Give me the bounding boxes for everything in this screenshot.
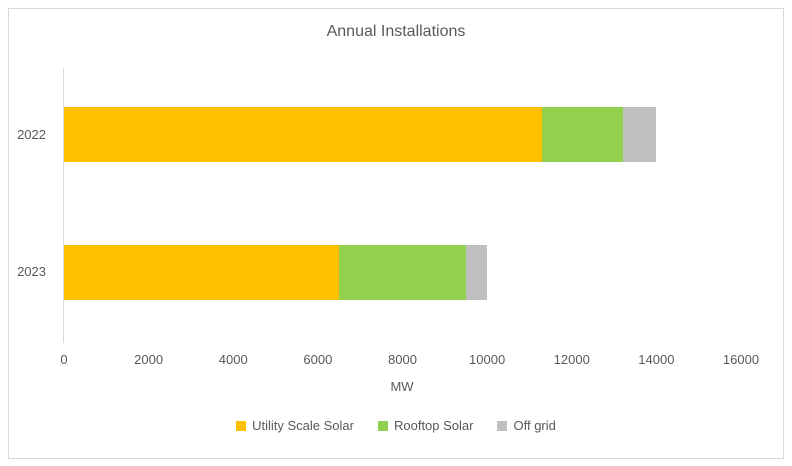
bar-segment-2022-off-grid (622, 107, 657, 163)
bar-segment-2023-off-grid (465, 244, 488, 300)
legend-item-utility-scale-solar: Utility Scale Solar (236, 418, 354, 433)
legend-swatch-icon (236, 420, 247, 431)
category-label-2022: 2022 (17, 126, 46, 142)
legend-label: Rooftop Solar (393, 418, 474, 433)
legend-swatch-icon (377, 420, 388, 431)
legend: Utility Scale Solar Rooftop Solar Off grid (0, 418, 792, 433)
category-axis-line (63, 68, 64, 343)
legend-swatch-icon (497, 420, 508, 431)
legend-item-rooftop-solar: Rooftop Solar (377, 418, 474, 433)
legend-label: Off grid (513, 418, 556, 433)
chart-frame (8, 8, 784, 459)
x-axis-title: MW (390, 379, 414, 394)
bar-segment-2023-rooftop-solar (339, 244, 466, 300)
category-label-2023: 2023 (17, 264, 46, 280)
chart-title: Annual Installations (326, 23, 466, 40)
x-tick-label-2000: 2000 (134, 352, 164, 367)
legend-label: Utility Scale Solar (252, 418, 354, 433)
x-tick-label-8000: 8000 (388, 352, 417, 367)
x-tick-label-14000: 14000 (638, 352, 675, 367)
x-tick-label-6000: 6000 (303, 352, 333, 367)
x-tick-label-16000: 16000 (722, 352, 760, 367)
bar-segment-2022-rooftop-solar (542, 107, 623, 163)
bar-segment-2023-utility-scale-solar (64, 244, 340, 300)
x-tick-label-12000: 12000 (553, 352, 590, 367)
legend-item-off-grid: Off grid (497, 418, 556, 433)
x-tick-label-4000: 4000 (218, 352, 248, 367)
x-tick-label-0: 0 (60, 352, 68, 367)
bar-segment-2022-utility-scale-solar (64, 107, 543, 163)
x-tick-label-10000: 10000 (469, 352, 506, 367)
